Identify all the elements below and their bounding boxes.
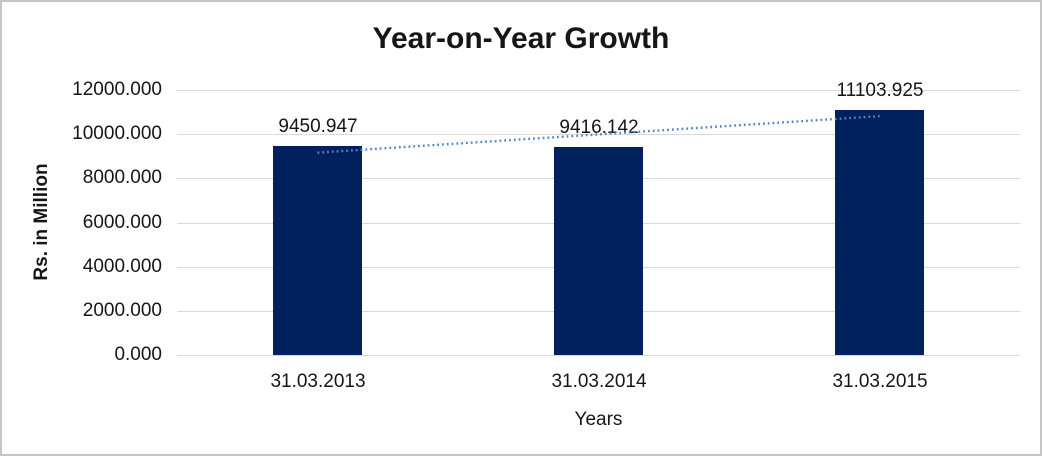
x-axis-title: Years bbox=[574, 409, 623, 430]
bar bbox=[554, 147, 643, 355]
y-axis-tick-label: 0.000 bbox=[114, 344, 162, 365]
bar-data-label: 9450.947 bbox=[278, 116, 358, 137]
x-axis-tick-label: 31.03.2014 bbox=[551, 371, 647, 392]
x-axis-tick-label: 31.03.2013 bbox=[270, 371, 366, 392]
bar bbox=[273, 146, 362, 355]
y-axis-tick-label: 12000.000 bbox=[72, 79, 162, 100]
y-axis-tick-label: 10000.000 bbox=[72, 123, 162, 144]
gridline bbox=[177, 355, 1020, 356]
y-axis-tick-label: 4000.000 bbox=[82, 256, 162, 277]
gridline bbox=[177, 134, 1020, 135]
bar-data-label: 9416.142 bbox=[559, 117, 639, 138]
gridline bbox=[177, 90, 1020, 91]
x-axis-tick-label: 31.03.2015 bbox=[832, 371, 928, 392]
chart-title: Year-on-Year Growth bbox=[372, 22, 670, 55]
y-axis-tick-label: 6000.000 bbox=[82, 212, 162, 233]
y-axis-tick-label: 8000.000 bbox=[82, 167, 162, 188]
bar-data-label: 11103.925 bbox=[836, 80, 924, 101]
trendline bbox=[317, 114, 880, 154]
y-axis-tick-label: 2000.000 bbox=[82, 300, 162, 321]
bar bbox=[835, 110, 924, 355]
